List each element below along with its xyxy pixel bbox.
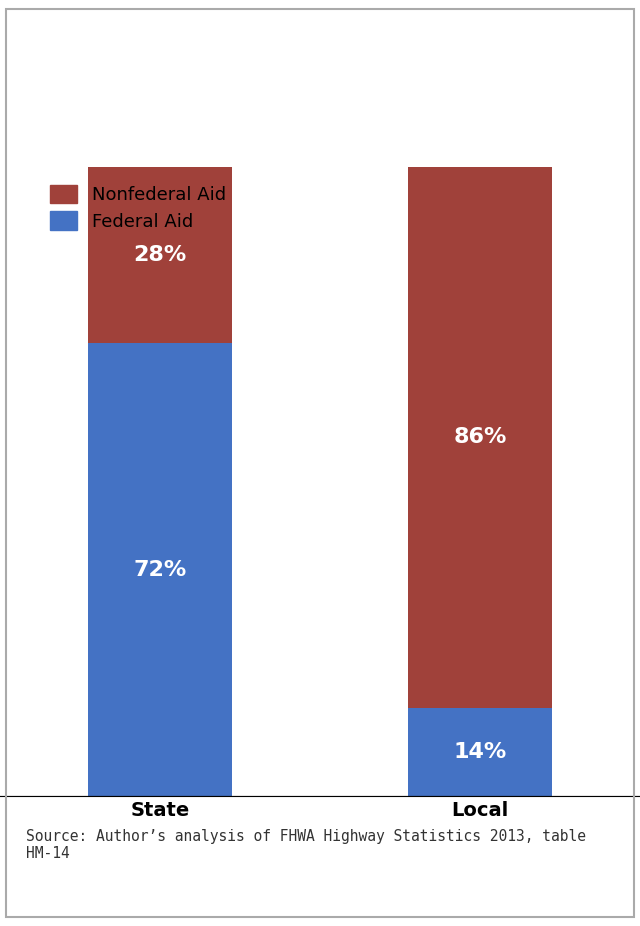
Bar bbox=[88, 343, 232, 796]
Text: Source: Author’s analysis of FHWA Highway Statistics 2013, table
HM-14: Source: Author’s analysis of FHWA Highwa… bbox=[26, 829, 586, 861]
Text: 28%: 28% bbox=[133, 244, 187, 265]
Text: 86%: 86% bbox=[453, 428, 507, 447]
Bar bbox=[88, 167, 232, 343]
Text: Figure I. Federal Aid vs.
Nonfederal Aid Mileage: Figure I. Federal Aid vs. Nonfederal Aid… bbox=[133, 51, 507, 116]
Text: 72%: 72% bbox=[133, 559, 187, 580]
Bar bbox=[408, 167, 552, 708]
Bar bbox=[408, 708, 552, 796]
Legend: Nonfederal Aid, Federal Aid: Nonfederal Aid, Federal Aid bbox=[41, 176, 235, 240]
Text: 14%: 14% bbox=[453, 743, 507, 762]
